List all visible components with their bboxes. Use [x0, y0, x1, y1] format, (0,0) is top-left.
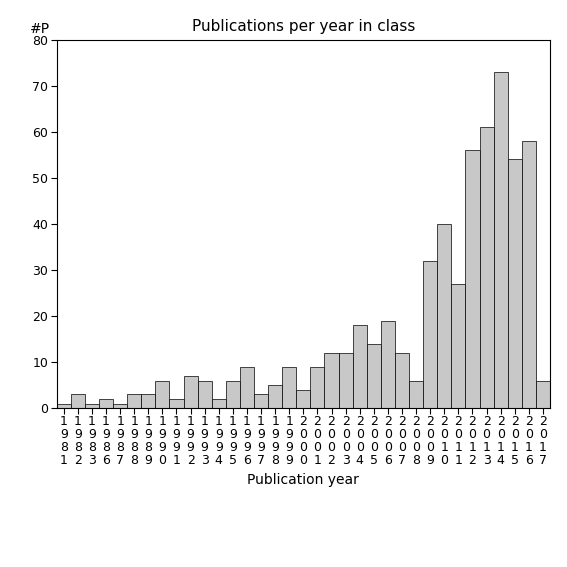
X-axis label: Publication year: Publication year [247, 473, 359, 486]
Bar [324, 353, 338, 408]
Bar [254, 395, 268, 408]
Bar [99, 399, 113, 408]
Bar [85, 404, 99, 408]
Title: Publications per year in class: Publications per year in class [192, 19, 415, 35]
Bar [211, 399, 226, 408]
Bar [536, 380, 550, 408]
Bar [297, 390, 310, 408]
Bar [71, 395, 85, 408]
Bar [184, 376, 198, 408]
Bar [155, 380, 170, 408]
Bar [113, 404, 127, 408]
Bar [198, 380, 211, 408]
Bar [507, 159, 522, 408]
Bar [395, 353, 409, 408]
Bar [494, 72, 507, 408]
Bar [240, 367, 254, 408]
Bar [127, 395, 141, 408]
Bar [381, 321, 395, 408]
Bar [480, 127, 494, 408]
Bar [310, 367, 324, 408]
Bar [226, 380, 240, 408]
Bar [451, 284, 466, 408]
Bar [367, 344, 381, 408]
Bar [522, 141, 536, 408]
Bar [338, 353, 353, 408]
Bar [423, 261, 437, 408]
Bar [353, 325, 367, 408]
Text: #P: #P [29, 22, 50, 36]
Bar [466, 150, 480, 408]
Bar [437, 224, 451, 408]
Bar [409, 380, 423, 408]
Bar [57, 404, 71, 408]
Bar [268, 385, 282, 408]
Bar [170, 399, 184, 408]
Bar [141, 395, 155, 408]
Bar [282, 367, 297, 408]
